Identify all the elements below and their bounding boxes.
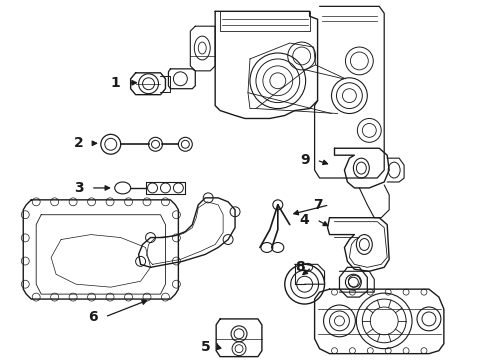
Text: 3: 3 <box>74 181 84 195</box>
Text: 9: 9 <box>300 153 310 167</box>
Text: 1: 1 <box>111 76 121 90</box>
Text: 8: 8 <box>295 260 305 274</box>
Text: 6: 6 <box>88 310 98 324</box>
Text: 7: 7 <box>313 198 322 212</box>
Text: 4: 4 <box>300 213 310 227</box>
Text: 5: 5 <box>201 340 211 354</box>
Text: 2: 2 <box>74 136 84 150</box>
